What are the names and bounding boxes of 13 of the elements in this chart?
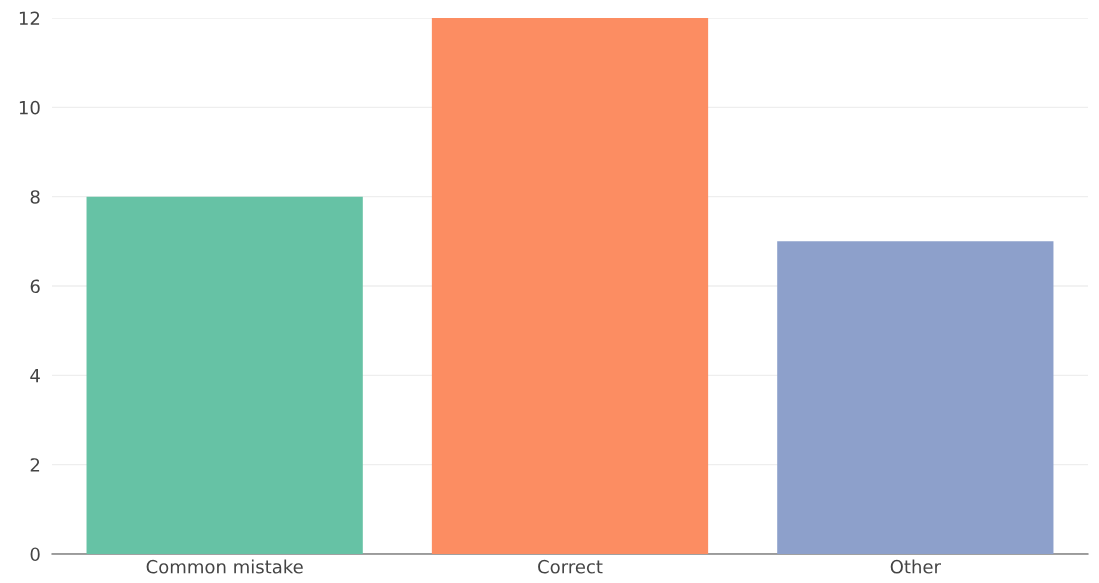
y-tick-label: 4 — [30, 369, 40, 383]
bar — [777, 241, 1054, 554]
y-tick-label: 8 — [30, 190, 40, 204]
x-tick-label: Other — [890, 559, 941, 574]
bar — [86, 196, 363, 554]
x-tick-label: Common mistake — [146, 559, 303, 574]
x-tick-label: Correct — [538, 559, 603, 574]
y-tick-label: 2 — [30, 458, 40, 472]
bar — [431, 18, 709, 554]
y-tick-label: 10 — [19, 100, 40, 115]
y-tick-label: 12 — [19, 11, 40, 25]
y-tick-label: 6 — [30, 279, 40, 294]
y-tick-label: 0 — [30, 547, 40, 562]
